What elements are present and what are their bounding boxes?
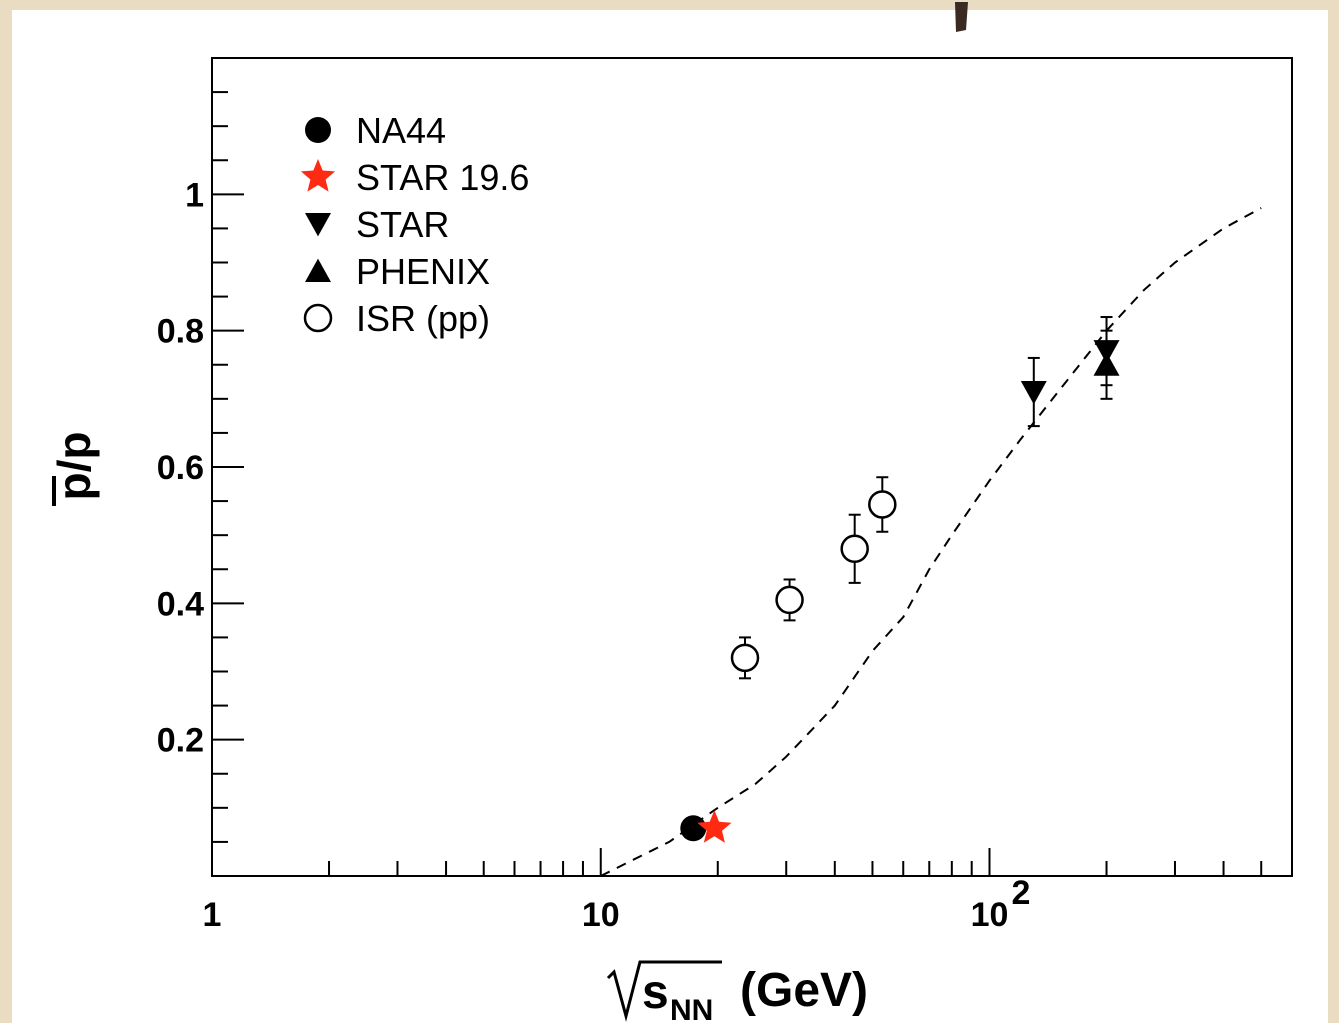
dashed-curve-layer <box>600 207 1262 877</box>
x-axis-title-subscript: NN <box>670 994 713 1023</box>
axis-ticks <box>211 91 1293 876</box>
data-point <box>840 534 869 564</box>
legend-marker <box>300 159 336 192</box>
y-tick-label: 0.2 <box>157 722 204 760</box>
legend-marker <box>305 212 331 237</box>
top-ink-mark <box>955 2 968 32</box>
data-point <box>868 490 897 519</box>
legend-label: STAR 19.6 <box>356 157 529 198</box>
y-tick-label: 1 <box>185 176 204 214</box>
legend-label: ISR (pp) <box>356 298 490 339</box>
x-tick-label: 10 <box>971 896 1009 934</box>
legend-marker <box>303 303 333 333</box>
legend-label: PHENIX <box>356 251 490 292</box>
legend-label: STAR <box>356 204 449 245</box>
legend-marker <box>305 258 331 283</box>
data-points-layer <box>680 316 1120 843</box>
x-tick-label: 1 <box>203 896 222 934</box>
model-curve <box>600 207 1262 877</box>
data-point <box>775 585 804 615</box>
legend-label: NA44 <box>356 110 446 151</box>
x-tick-label: 10 <box>582 896 620 934</box>
y-tick-label: 0.8 <box>157 313 204 351</box>
data-point <box>1093 352 1120 376</box>
x-axis-title: s NN (GeV) <box>606 960 868 1023</box>
x-tick-label-superscript: 2 <box>1011 874 1030 912</box>
y-tick-label: 0.4 <box>157 585 204 623</box>
data-point <box>1020 380 1047 405</box>
x-axis-title-unit: (GeV) <box>740 964 868 1017</box>
sqrt-sign <box>606 960 722 1022</box>
data-point <box>697 810 732 843</box>
data-point <box>730 643 760 673</box>
figure-background <box>12 10 1328 1023</box>
y-axis-title-text: p/p <box>48 432 100 501</box>
legend-marker <box>305 117 331 143</box>
data-point <box>680 815 707 842</box>
x-axis-title-base: s <box>642 966 669 1019</box>
y-tick-label: 0.6 <box>157 449 204 487</box>
y-axis-title: p/p <box>48 432 100 506</box>
legend: NA44 STAR 19.6 STAR PHENIX ISR (pp) <box>300 110 529 339</box>
